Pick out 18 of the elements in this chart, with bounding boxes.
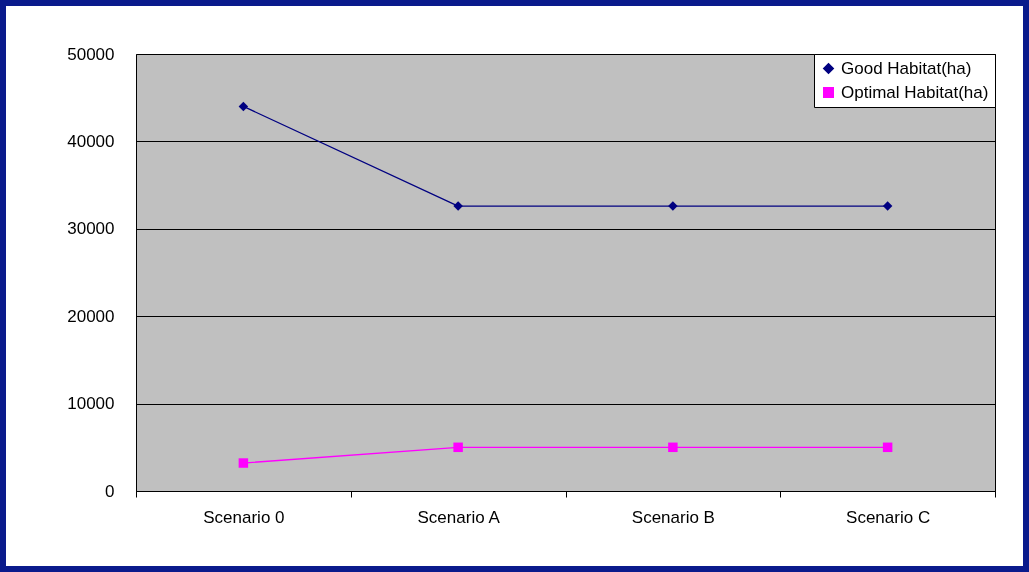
legend-label: Optimal Habitat(ha) bbox=[841, 82, 989, 102]
y-tick-label: 50000 bbox=[67, 44, 115, 64]
point bbox=[238, 101, 249, 112]
y-tick-label: 10000 bbox=[67, 394, 115, 414]
point bbox=[882, 201, 893, 211]
x-tick-label: Scenario C bbox=[846, 507, 931, 527]
y-tick-label: 20000 bbox=[67, 306, 115, 326]
y-tick-label: 30000 bbox=[67, 219, 115, 239]
x-tick-label: Scenario 0 bbox=[203, 507, 285, 527]
x-tick-label: Scenario B bbox=[631, 507, 715, 527]
x-tick-label: Scenario A bbox=[417, 507, 501, 527]
point bbox=[238, 458, 249, 468]
y-tick-label: 0 bbox=[105, 481, 115, 501]
point bbox=[882, 442, 893, 453]
point bbox=[668, 442, 678, 453]
y-tick-label: 40000 bbox=[67, 131, 115, 151]
point bbox=[453, 442, 463, 453]
legend-label: Good Habitat(ha) bbox=[841, 58, 972, 78]
